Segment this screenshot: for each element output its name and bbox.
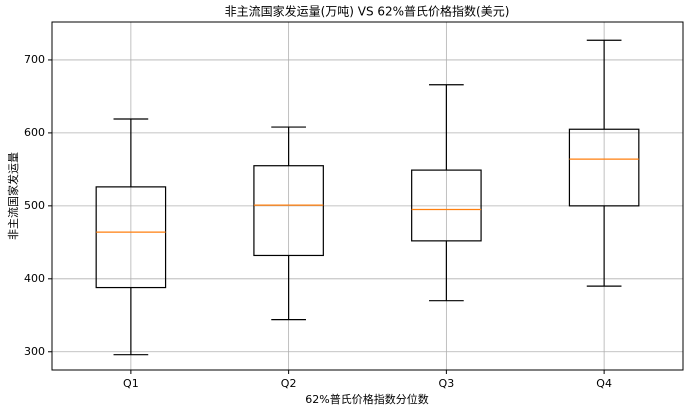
x-axis-label: 62%普氏价格指数分位数: [305, 392, 428, 406]
x-tick-label: Q3: [439, 377, 455, 390]
x-tick-label: Q4: [596, 377, 612, 390]
box: [568, 128, 640, 207]
y-tick-label: 700: [24, 53, 45, 66]
box: [253, 165, 324, 257]
chart-title: 非主流国家发运量(万吨) VS 62%普氏价格指数(美元): [225, 4, 510, 19]
x-tick-label: Q2: [281, 377, 297, 390]
y-tick-label: 600: [24, 126, 45, 139]
x-tick-label: Q1: [123, 377, 139, 390]
y-tick-label: 400: [24, 272, 45, 285]
plot-frame: [51, 21, 684, 371]
y-tick-label: 300: [24, 345, 45, 358]
y-tick-label: 500: [24, 199, 45, 212]
box: [411, 169, 482, 242]
y-axis-label: 非主流国家发运量: [6, 152, 20, 240]
box: [95, 186, 167, 289]
